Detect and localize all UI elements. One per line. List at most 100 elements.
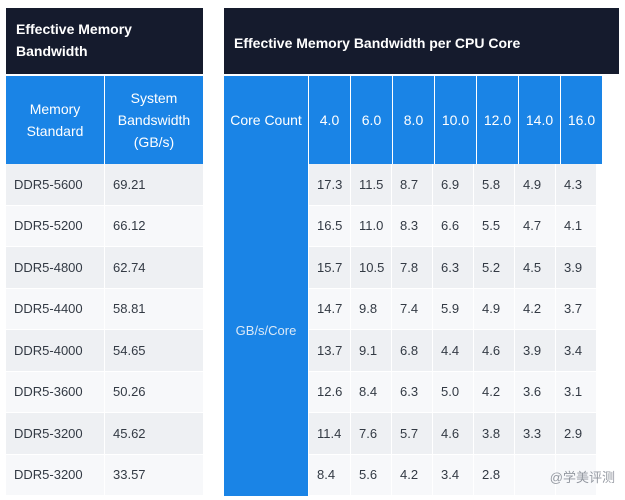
per-core-bandwidth-cell: 14.7 [309, 288, 350, 329]
core-count-value-header: 16.0 [561, 76, 602, 164]
table-row: DDR5-4000 54.65 [6, 330, 203, 372]
per-core-bandwidth-cell: 5.5 [473, 205, 514, 246]
per-core-bandwidth-cell: 4.5 [514, 247, 555, 288]
unit-label: GB/s/Core [224, 164, 308, 496]
core-count-value-header: 6.0 [351, 76, 392, 164]
per-core-bandwidth-cell: 11.0 [350, 205, 391, 246]
system-bandwidth-cell: 58.81 [104, 288, 203, 329]
table-row: 17.3 11.5 8.7 6.9 5.8 4.9 4.3 [309, 164, 619, 206]
table-row: 13.7 9.1 6.8 4.4 4.6 3.9 3.4 [309, 330, 619, 372]
core-count-value-header: 8.0 [393, 76, 434, 164]
system-bandwidth-header: System Bandswidth (GB/s) [105, 76, 203, 164]
core-count-value-header: 12.0 [477, 76, 518, 164]
table-row: 11.4 7.6 5.7 4.6 3.8 3.3 2.9 [309, 413, 619, 455]
table-row: DDR5-3600 50.26 [6, 371, 203, 413]
left-table-body: DDR5-5600 69.21 DDR5-5200 66.12 DDR5-4800 62.… [6, 164, 203, 496]
per-core-bandwidth-cell: 12.6 [309, 371, 350, 412]
right-header-row: Core Count 4.0 6.0 8.0 10.0 12.0 14.0 16.0 [224, 76, 619, 164]
table-row: DDR5-4800 62.74 [6, 247, 203, 289]
per-core-bandwidth-cell [555, 454, 596, 495]
per-core-bandwidth-cell: 10.5 [350, 247, 391, 288]
per-core-bandwidth-cell: 7.6 [350, 413, 391, 454]
per-core-bandwidth-cell: 6.3 [432, 247, 473, 288]
per-core-bandwidth-cell: 4.6 [473, 330, 514, 371]
table-row: DDR5-5600 69.21 [6, 164, 203, 206]
per-core-bandwidth-cell: 17.3 [309, 164, 350, 205]
per-core-bandwidth-cell: 16.5 [309, 205, 350, 246]
per-core-bandwidth-cell: 4.7 [514, 205, 555, 246]
memory-standard-cell: DDR5-4800 [6, 247, 104, 288]
per-core-bandwidth-cell: 8.4 [309, 454, 350, 495]
per-core-bandwidth-cell: 5.9 [432, 288, 473, 329]
system-bandwidth-cell: 45.62 [104, 413, 203, 454]
table-row: DDR5-3200 45.62 [6, 413, 203, 455]
per-core-bandwidth-cell: 3.4 [432, 454, 473, 495]
per-core-bandwidth-cell: 2.9 [555, 413, 596, 454]
table-row: 8.4 5.6 4.2 3.4 2.8 [309, 454, 619, 496]
per-core-bandwidth-cell: 3.9 [555, 247, 596, 288]
memory-standard-cell: DDR5-4000 [6, 330, 104, 371]
per-core-bandwidth-cell: 9.1 [350, 330, 391, 371]
per-core-bandwidth-cell [514, 454, 555, 495]
watermark: @学美评测 [549, 470, 615, 485]
per-core-bandwidth-table: Effective Memory Bandwidth per CPU Core … [224, 8, 619, 496]
core-count-value-header: 10.0 [435, 76, 476, 164]
per-core-bandwidth-cell: 8.4 [350, 371, 391, 412]
memory-standard-cell: DDR5-3200 [6, 454, 104, 495]
table-row: 14.7 9.8 7.4 5.9 4.9 4.2 3.7 [309, 288, 619, 330]
per-core-bandwidth-cell: 3.9 [514, 330, 555, 371]
per-core-bandwidth-cell: 4.4 [432, 330, 473, 371]
per-core-bandwidth-cell: 3.1 [555, 371, 596, 412]
per-core-bandwidth-cell: 4.9 [473, 288, 514, 329]
per-core-bandwidth-cell: 8.7 [391, 164, 432, 205]
memory-bandwidth-table: Effective Memory Bandwidth Memory Standa… [6, 8, 203, 496]
per-core-bandwidth-cell: 6.8 [391, 330, 432, 371]
core-count-value-header: 4.0 [309, 76, 350, 164]
per-core-bandwidth-cell: 7.8 [391, 247, 432, 288]
table-row: DDR5-4400 58.81 [6, 288, 203, 330]
system-bandwidth-cell: 54.65 [104, 330, 203, 371]
system-bandwidth-cell: 33.57 [104, 454, 203, 495]
per-core-bandwidth-cell: 3.8 [473, 413, 514, 454]
per-core-bandwidth-cell: 4.1 [555, 205, 596, 246]
per-core-bandwidth-cell: 7.4 [391, 288, 432, 329]
right-table-body: GB/s/Core 17.3 11.5 8.7 6.9 5.8 4.9 4.3 16.5 11.… [224, 164, 619, 496]
per-core-bandwidth-cell: 9.8 [350, 288, 391, 329]
system-bandwidth-cell: 66.12 [104, 205, 203, 246]
per-core-bandwidth-cell: 3.4 [555, 330, 596, 371]
per-core-bandwidth-cell: 4.3 [555, 164, 596, 205]
right-table-title: Effective Memory Bandwidth per CPU Core [224, 8, 619, 74]
core-count-header: Core Count [224, 76, 308, 164]
core-count-value-header: 14.0 [519, 76, 560, 164]
per-core-bandwidth-cell: 15.7 [309, 247, 350, 288]
per-core-bandwidth-cell: 4.2 [473, 371, 514, 412]
memory-standard-cell: DDR5-5200 [6, 205, 104, 246]
system-bandwidth-cell: 62.74 [104, 247, 203, 288]
left-header-row: Memory Standard System Bandswidth (GB/s) [6, 76, 203, 164]
memory-standard-cell: DDR5-5600 [6, 164, 104, 205]
per-core-bandwidth-cell: 3.6 [514, 371, 555, 412]
per-core-bandwidth-cell: 13.7 [309, 330, 350, 371]
per-core-bandwidth-cell: 4.6 [432, 413, 473, 454]
per-core-bandwidth-cell: 5.8 [473, 164, 514, 205]
per-core-bandwidth-cell: 4.2 [391, 454, 432, 495]
per-core-bandwidth-cell: 6.9 [432, 164, 473, 205]
per-core-bandwidth-cell: 2.8 [473, 454, 514, 495]
system-bandwidth-cell: 50.26 [104, 371, 203, 412]
per-core-bandwidth-cell: 3.3 [514, 413, 555, 454]
table-row: DDR5-5200 66.12 [6, 205, 203, 247]
per-core-bandwidth-cell: 3.7 [555, 288, 596, 329]
per-core-bandwidth-cell: 6.3 [391, 371, 432, 412]
table-row: 16.5 11.0 8.3 6.6 5.5 4.7 4.1 [309, 205, 619, 247]
table-row: 15.7 10.5 7.8 6.3 5.2 4.5 3.9 [309, 247, 619, 289]
per-core-bandwidth-cell: 11.5 [350, 164, 391, 205]
memory-standard-header: Memory Standard [6, 76, 104, 164]
memory-standard-cell: DDR5-3200 [6, 413, 104, 454]
per-core-values: 17.3 11.5 8.7 6.9 5.8 4.9 4.3 16.5 11.0 8.3 6.6 5.5… [309, 164, 619, 496]
per-core-bandwidth-cell: 4.2 [514, 288, 555, 329]
per-core-bandwidth-cell: 5.0 [432, 371, 473, 412]
table-row: DDR5-3200 33.57 [6, 454, 203, 496]
left-table-title: Effective Memory Bandwidth [6, 8, 203, 74]
per-core-bandwidth-cell: 8.3 [391, 205, 432, 246]
per-core-bandwidth-cell: 5.2 [473, 247, 514, 288]
